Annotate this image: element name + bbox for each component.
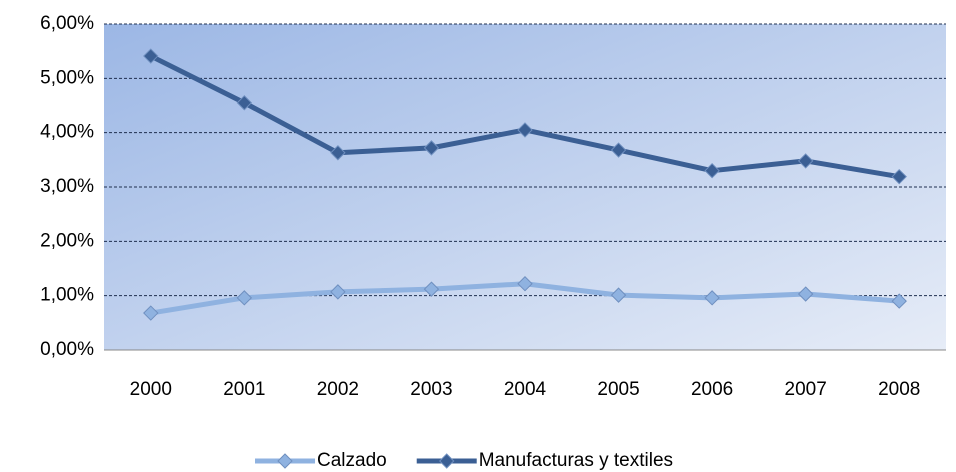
legend-marker [439,453,455,469]
x-tick-label: 2007 [785,379,827,400]
marker [517,276,533,292]
x-tick-label: 2002 [317,379,359,400]
y-tick-label: 3,00% [40,176,94,197]
legend-label: Calzado [317,450,387,471]
marker [891,168,907,185]
y-tick-label: 1,00% [40,285,94,306]
x-tick-label: 2008 [878,379,920,400]
marker [423,281,440,297]
y-tick-label: 2,00% [40,230,94,251]
x-tick-label: 2000 [130,379,172,400]
marker [236,95,253,111]
marker [143,48,159,64]
marker [236,290,253,306]
marker [797,153,814,169]
x-tick-label: 2006 [691,379,733,400]
marker [517,122,533,138]
y-tick-label: 6,00% [40,13,94,34]
marker [143,305,159,321]
x-tick-label: 2004 [504,379,547,400]
x-tick-label: 2001 [223,379,265,400]
marker [704,162,720,179]
y-tick-label: 0,00% [40,339,94,360]
y-tick-label: 4,00% [40,122,94,143]
marker [797,286,814,302]
legend-marker [277,453,293,469]
x-tick-label: 2005 [597,379,639,400]
marker [704,290,720,306]
legend-label: Manufacturas y textiles [479,450,673,471]
y-tick-label: 5,00% [40,67,94,88]
x-tick-label: 2003 [410,379,452,400]
marker [891,293,907,309]
marker [330,145,346,161]
marker [610,287,627,303]
marker [610,142,627,158]
marker [330,284,346,300]
marker [423,140,440,156]
